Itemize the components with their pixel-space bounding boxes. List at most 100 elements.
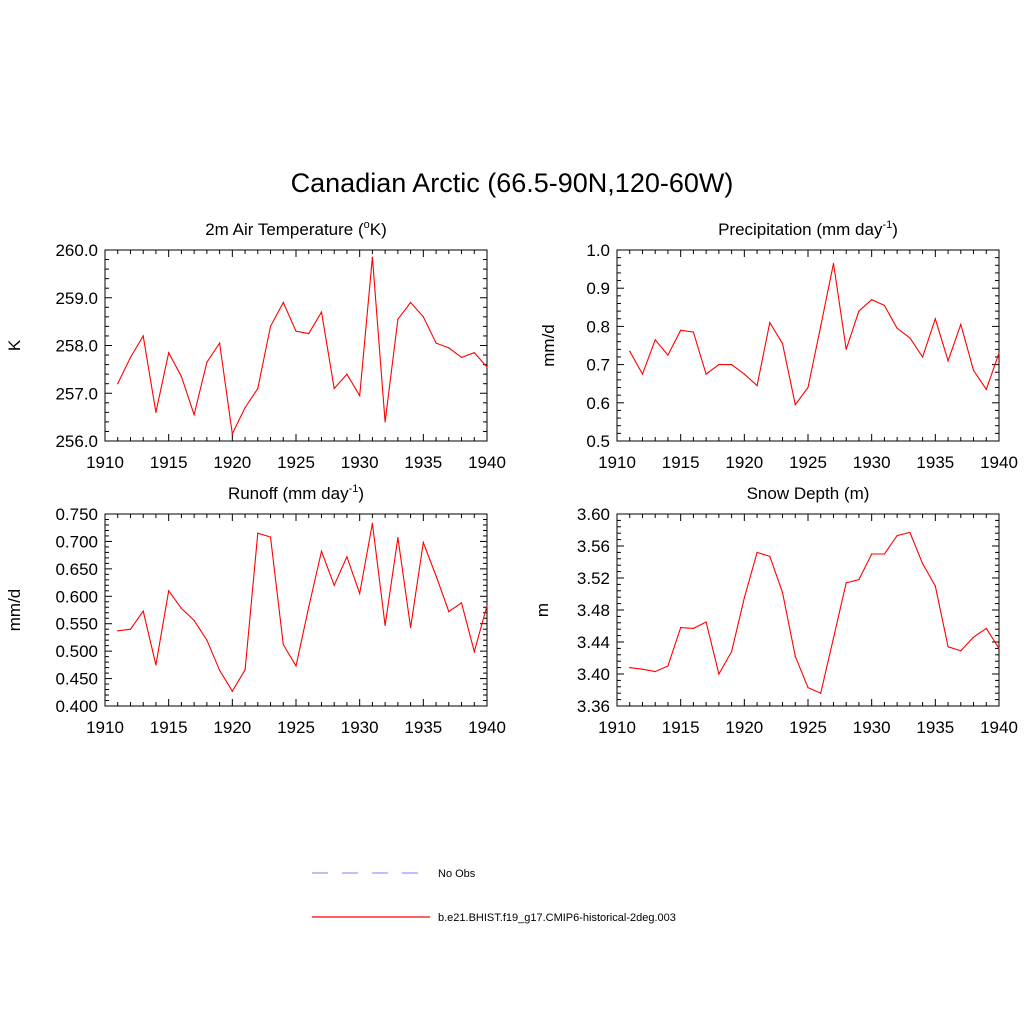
y-axis-label: K — [5, 339, 24, 351]
data-point — [692, 627, 695, 630]
data-point — [473, 651, 475, 653]
data-point — [743, 373, 745, 375]
data-point — [384, 624, 386, 626]
x-tick-label: 1915 — [150, 718, 188, 737]
panel-title: Precipitation (mm day-1) — [718, 219, 898, 239]
data-point — [422, 541, 424, 544]
data-point — [231, 433, 233, 435]
data-point — [142, 335, 144, 337]
data-point — [718, 673, 720, 675]
y-axis-label: mm/d — [5, 589, 24, 632]
data-point — [295, 330, 297, 332]
y-tick-label: 0.550 — [55, 615, 98, 634]
x-tick-label: 1925 — [789, 718, 827, 737]
data-point — [448, 611, 450, 613]
y-tick-label: 0.450 — [55, 670, 98, 689]
data-point — [641, 373, 644, 375]
y-axis-label: mm/d — [539, 324, 558, 367]
data-point — [473, 352, 475, 354]
plot-frame — [104, 249, 488, 442]
data-point — [756, 551, 758, 554]
data-point — [117, 630, 119, 632]
data-point — [820, 325, 822, 327]
data-point — [858, 310, 860, 312]
data-point — [384, 421, 386, 423]
y-tick-label: 3.44 — [577, 633, 610, 652]
data-point — [486, 366, 488, 368]
data-point — [308, 606, 310, 608]
data-point — [705, 373, 707, 375]
y-tick-label: 0.9 — [586, 279, 610, 298]
y-tick-label: 0.750 — [55, 505, 98, 524]
data-point — [435, 342, 437, 344]
data-point — [320, 311, 323, 313]
data-point — [947, 360, 949, 362]
data-point — [206, 361, 208, 363]
data-point — [820, 692, 822, 694]
data-point — [896, 535, 898, 537]
data-point — [934, 585, 936, 587]
y-tick-label: 3.52 — [577, 569, 610, 588]
x-tick-label: 1915 — [662, 453, 700, 472]
x-tick-label: 1925 — [277, 718, 315, 737]
data-point — [180, 375, 182, 378]
series-line — [629, 531, 1000, 694]
y-tick-label: 260.0 — [55, 241, 98, 260]
data-point — [168, 590, 170, 592]
data-point — [858, 579, 860, 581]
x-tick-label: 1915 — [150, 453, 188, 472]
data-point — [257, 532, 259, 534]
data-point — [371, 522, 373, 524]
x-tick-label: 1925 — [277, 453, 315, 472]
chart-panel-1: 1910 1915 1920 1925 1930 1935 1940 256.0 257.0 25… — [5, 219, 506, 472]
x-tick-label: 1920 — [213, 718, 251, 737]
data-point — [435, 575, 437, 577]
data-point — [718, 364, 720, 366]
y-tick-label: 0.500 — [55, 642, 98, 661]
data-point — [282, 301, 284, 304]
data-point — [282, 643, 284, 646]
series-line — [629, 263, 1000, 407]
plot-frame — [616, 249, 1000, 442]
data-point — [832, 637, 835, 639]
x-tick-label: 1940 — [468, 718, 506, 737]
data-point — [934, 318, 936, 320]
legend-label: No Obs — [438, 868, 476, 880]
data-point — [410, 626, 412, 629]
x-tick-label: 1910 — [86, 718, 124, 737]
data-point — [769, 321, 771, 324]
x-tick-label: 1935 — [404, 453, 442, 472]
data-point — [985, 627, 987, 630]
data-point — [460, 356, 463, 359]
data-point — [883, 304, 886, 306]
y-tick-label: 0.6 — [586, 394, 610, 413]
plot-frame — [616, 513, 1000, 707]
y-axis-label: m — [533, 603, 552, 617]
y-tick-label: 256.0 — [55, 432, 98, 451]
y-tick-label: 0.700 — [55, 532, 98, 551]
panel-title: Runoff (mm day-1) — [228, 483, 364, 503]
panel-title: Snow Depth (m) — [747, 484, 870, 503]
x-tick-label: 1930 — [853, 718, 891, 737]
series-line — [117, 257, 488, 436]
y-tick-label: 0.600 — [55, 587, 98, 606]
data-point — [832, 262, 835, 264]
legend-item-1: No Obs — [312, 868, 476, 880]
data-point — [654, 671, 656, 673]
data-point — [909, 531, 911, 534]
data-point — [845, 582, 847, 584]
y-tick-label: 1.0 — [586, 241, 610, 260]
data-point — [731, 651, 733, 653]
data-point — [641, 668, 644, 670]
data-point — [896, 327, 898, 329]
x-tick-label: 1920 — [725, 718, 763, 737]
data-point — [731, 364, 733, 366]
data-point — [807, 687, 809, 689]
data-point — [629, 667, 631, 669]
legend-label: b.e21.BHIST.f19_g17.CMIP6-historical-2de… — [438, 912, 676, 924]
y-tick-label: 3.56 — [577, 537, 610, 556]
data-point — [193, 414, 195, 416]
data-point — [871, 299, 873, 301]
